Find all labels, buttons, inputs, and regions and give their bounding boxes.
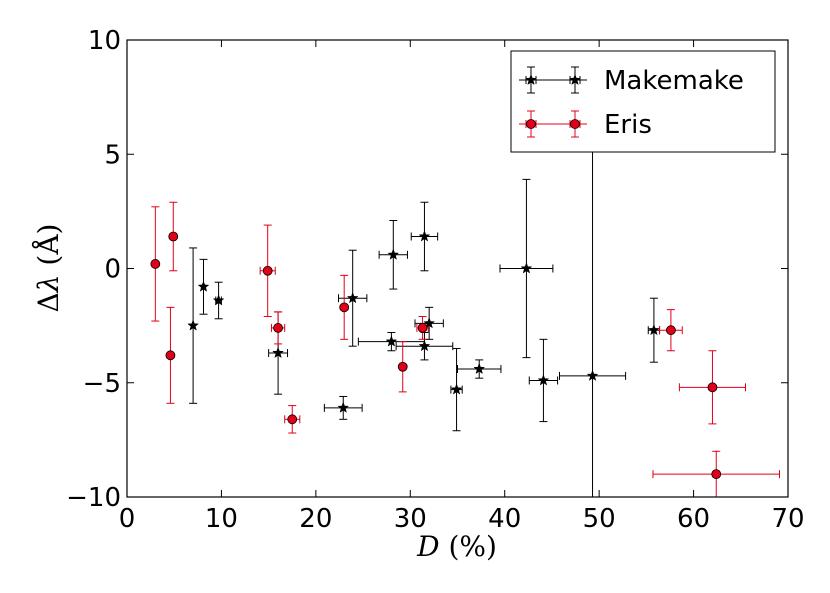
legend-frame — [510, 50, 776, 153]
legend-item-makemake: Makemake — [519, 66, 744, 96]
x-tick-label: 10 — [205, 504, 238, 534]
x-tick-label: 20 — [299, 504, 332, 534]
legend-item-eris: Eris — [519, 110, 652, 140]
eris-point — [165, 350, 176, 361]
makemake-yerr — [588, 146, 597, 498]
legend-label-eris: Eris — [604, 110, 652, 140]
makemake-point — [586, 369, 599, 381]
x-tick-label: 0 — [119, 504, 136, 534]
makemake-point — [647, 323, 660, 336]
x-tick-label: 60 — [677, 504, 710, 534]
makemake-point — [418, 230, 431, 242]
x-tick-label: 70 — [771, 504, 804, 534]
makemake-point — [387, 248, 400, 260]
y-tick-label: −5 — [83, 369, 121, 399]
makemake-point — [418, 339, 431, 352]
makemake-point — [187, 319, 200, 331]
legend-items: Makemake Eris — [519, 66, 744, 140]
eris-point — [273, 323, 283, 333]
eris-point — [262, 265, 273, 276]
x-tick-label: 30 — [394, 504, 427, 534]
eris-point — [339, 302, 350, 313]
makemake-point — [450, 383, 463, 395]
makemake-point — [537, 374, 550, 386]
y-tick-label: −10 — [66, 483, 121, 513]
eris-point — [397, 361, 408, 372]
eris-point — [666, 325, 676, 336]
error-bars — [151, 146, 781, 498]
legend: Makemake Eris — [510, 50, 776, 153]
eris-point — [417, 323, 428, 333]
y-tick-label: 5 — [104, 140, 121, 170]
makemake-point — [423, 317, 436, 329]
makemake-point — [520, 262, 533, 274]
makemake-point — [197, 280, 210, 292]
x-tick-label: 40 — [488, 504, 521, 534]
y-tick-label: 0 — [104, 255, 121, 285]
x-axis-label: D (%) — [416, 530, 497, 563]
eris-point — [711, 469, 722, 480]
makemake-point — [212, 294, 225, 306]
x-tick-label: 50 — [583, 504, 616, 534]
y-axis-label: Δλ (Å) — [32, 224, 65, 313]
makemake-point — [346, 291, 359, 304]
makemake-point — [473, 362, 486, 375]
eris-point — [707, 382, 718, 393]
makemake-point — [272, 346, 285, 359]
legend-marker-eris — [570, 119, 580, 129]
y-tick-label: 10 — [88, 26, 121, 56]
legend-label-makemake: Makemake — [604, 66, 744, 96]
legend-marker-eris — [526, 119, 536, 129]
legend-marker-makemake — [525, 73, 537, 86]
makemake-point — [385, 335, 398, 347]
eris-point — [287, 414, 298, 425]
data-markers — [150, 230, 722, 480]
eris-point — [150, 259, 161, 269]
eris-point — [168, 231, 179, 242]
makemake-point — [337, 401, 350, 413]
legend-marker-makemake — [569, 73, 581, 86]
